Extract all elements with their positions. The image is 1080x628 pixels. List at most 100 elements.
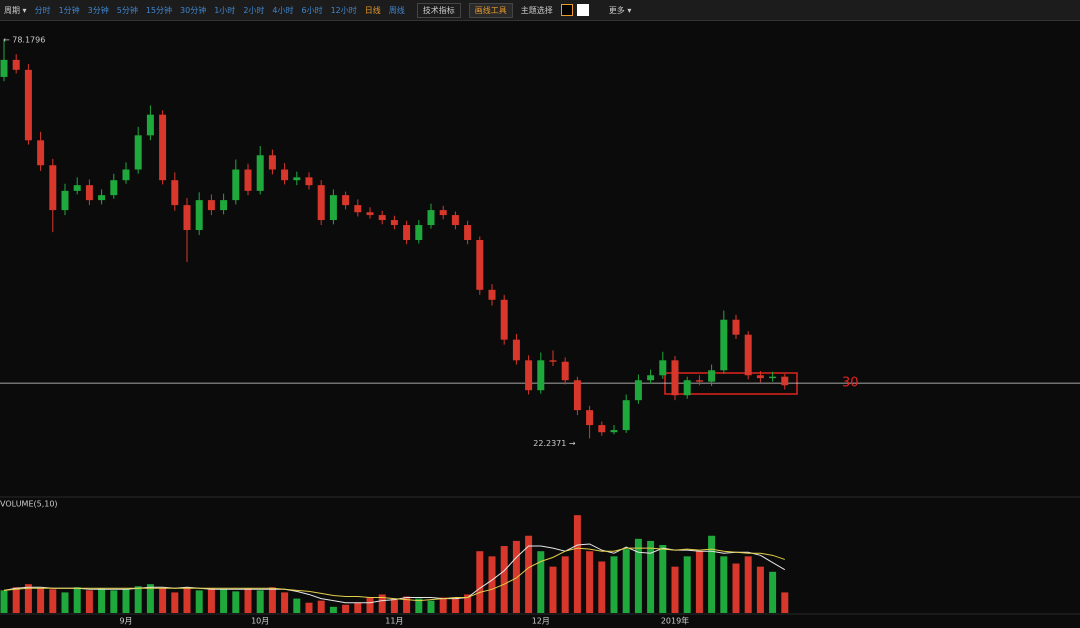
candle-body [220,200,228,211]
tech-button[interactable]: 技术指标 [416,2,461,18]
volume-bar [195,590,203,613]
candle-body [525,360,533,391]
candle-body [476,239,484,290]
candle-body [122,169,130,181]
candle-body [110,180,118,196]
highlight-box [664,372,798,395]
candle-body [403,225,411,240]
volume-bar [171,592,179,613]
candle-body [378,215,386,221]
volume-bar [537,551,545,613]
x-tick-label: 9月 [119,617,132,626]
candle-body [98,195,106,201]
level-label: 30 [842,376,859,391]
candle-body [695,380,703,382]
volume-bar [61,592,69,613]
interval-option[interactable]: 12小时 [330,5,357,15]
volume-bar [146,584,154,613]
volume-bar [0,590,8,613]
period-menu[interactable]: 周期 ▾ [4,5,27,15]
interval-option[interactable]: 2小时 [243,5,265,15]
candle-body [317,185,325,221]
candle-body [549,360,557,362]
candle-body [415,225,423,240]
volume-bar [744,556,752,613]
volume-bar [732,563,740,613]
volume-bar [586,551,594,613]
interval-option[interactable]: 4小时 [272,5,294,15]
volume-bar [183,587,191,613]
interval-option[interactable]: 15分钟 [145,5,173,15]
candle-body [610,430,618,433]
volume-bar [525,535,533,613]
interval-option[interactable]: 30分钟 [180,5,207,15]
candle-body [671,360,679,396]
x-tick-label: 10月 [251,617,269,626]
volume-bar [354,602,362,613]
candle-body [342,195,350,206]
volume-bar [244,588,252,613]
candle-body [268,155,276,170]
volume-bar [512,540,520,613]
volume-ma5 [3,543,786,604]
x-tick-label: 11月 [385,617,403,626]
interval-option[interactable]: 5分钟 [116,5,138,15]
interval-group: 分时 1分钟 3分钟 5分钟 15分钟 30分钟 1小时 2小时 4小时 6小时 12小时 日线 周线 [35,5,413,16]
candle-body [427,210,435,226]
candle-body [293,177,301,181]
x-tick-label: 2019年 [661,616,689,626]
candle-body [281,169,289,181]
volume-bar [207,588,215,613]
candle-body [134,135,142,170]
interval-option[interactable]: 3分钟 [87,5,109,15]
volume-bar [769,571,777,613]
volume-bar [159,588,167,613]
candle-body [354,205,362,213]
volume-bar [659,545,667,613]
volume-bar [256,590,264,613]
theme-label: 主题选择 [520,5,553,15]
candle-body [24,69,32,141]
volume-bar [647,540,655,613]
volume-bar [122,589,130,613]
candle-body [195,200,203,231]
interval-option[interactable]: 1分钟 [58,5,80,15]
candle-body [159,114,167,181]
volume-ma10 [3,547,785,602]
candle-body [37,140,45,166]
interval-option[interactable]: 6小时 [301,5,323,15]
candle-body [390,220,398,226]
theme-light[interactable] [576,4,589,16]
volume-bar [671,566,679,613]
interval-option[interactable]: 分时 [34,5,51,15]
theme-dark[interactable] [560,4,573,16]
volume-bar [415,598,423,613]
candle-body [305,177,313,186]
volume-bar [427,600,435,613]
volume-bar [220,589,228,613]
candle-body [183,205,191,231]
volume-bar [634,538,642,613]
interval-option[interactable]: 周线 [388,5,405,15]
candle-body [708,370,716,382]
volume-bar [293,598,301,613]
candle-body [244,169,252,191]
candle-body [232,169,240,201]
interval-option[interactable]: 1小时 [214,5,236,15]
volume-bar [720,556,728,613]
volume-bar [390,598,398,613]
volume-bar [561,556,569,613]
interval-option[interactable]: 日线 [364,5,381,15]
candle-body [256,155,264,191]
candle-body [512,339,520,361]
more-menu[interactable]: 更多 ▾ [608,5,632,15]
volume-bar [73,587,81,613]
draw-button[interactable]: 画线工具 [468,2,513,18]
volume-bar [24,584,32,613]
volume-bar [342,604,350,613]
volume-bar [781,592,789,613]
candle-body [659,360,667,376]
volume-bar [622,549,630,613]
volume-bar [439,597,447,613]
